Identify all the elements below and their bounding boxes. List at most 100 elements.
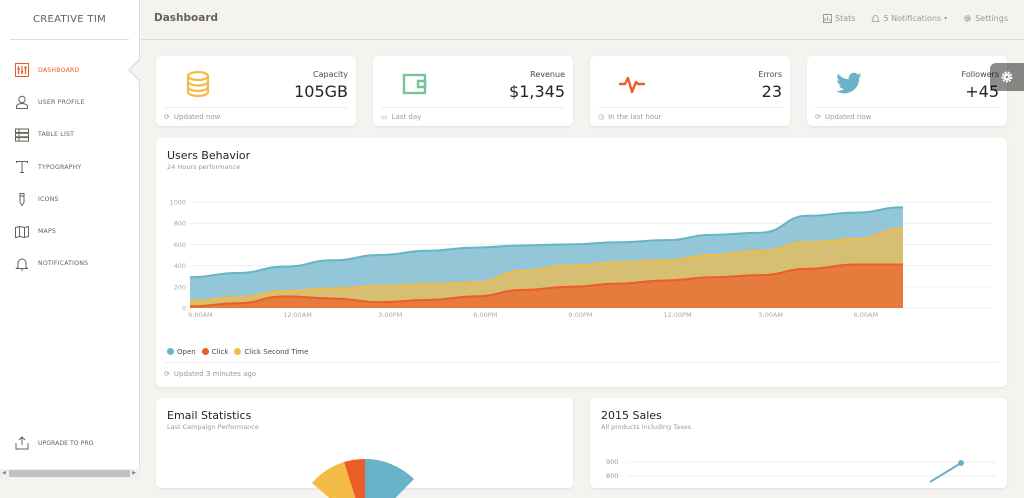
scroll-left-arrow-icon[interactable]: ◀ [2,470,6,476]
calendar-icon: ▭ [381,113,388,121]
users-behavior-card: Users Behavior 24 Hours performance 0 200… [156,138,1007,387]
divider [598,107,782,108]
svg-text:3:00AM: 3:00AM [758,311,783,319]
sales-line-chart: 900 800 [606,458,996,483]
sales-2015-card: 2015 Sales All products including Taxes … [590,398,1007,488]
upgrade-label: UPGRADE TO PRO [38,439,94,447]
stat-footer: ▭ Last day [381,113,422,121]
timer-icon: ◷ [598,113,605,121]
page-title: Dashboard [154,12,219,24]
sidebar-item-label: ICONS [38,195,59,203]
stat-label: Revenue [530,70,565,79]
sidebar-item-notifications[interactable]: NOTIFICATIONS [0,248,139,280]
svg-text:12:00AM: 12:00AM [283,311,312,319]
card-subtitle: All products including Taxes [601,423,692,431]
horizontal-scrollbar[interactable]: ◀ ▶ [0,469,140,478]
legend-item-click-second-time: Click Second Time [234,348,308,356]
twitter-icon [835,70,863,98]
sidebar-nav: DASHBOARD USER PROFILE TABLE LIST TYPOGR… [0,54,140,280]
stat-footer: ⟳ Updated now [164,113,221,121]
stat-value: 105GB [294,82,348,101]
gear-icon [964,15,972,22]
legend-item-open: Open [167,348,196,356]
bell-icon [15,257,29,271]
stat-footer: ◷ In the last hour [598,113,662,121]
svg-text:1000: 1000 [169,199,186,207]
scroll-right-arrow-icon[interactable]: ▶ [132,470,136,476]
stat-footer: ⟳ Updated now [815,113,872,121]
card-subtitle: 24 Hours performance [167,163,241,171]
stat-card-followers: Followers +45 ⟳ Updated now [807,56,1007,126]
sidebar-item-label: NOTIFICATIONS [38,260,89,268]
card-subtitle: Last Campaign Performance [167,423,259,431]
card-footer: ⟳ Updated 3 minutes ago [164,370,257,378]
stat-label: Capacity [313,70,348,79]
sidebar-item-typography[interactable]: TYPOGRAPHY [0,151,139,183]
svg-text:9:00AM: 9:00AM [188,311,213,319]
stats-link[interactable]: Stats [823,14,855,23]
svg-text:9:00PM: 9:00PM [568,311,592,319]
svg-text:0: 0 [182,305,186,313]
navbar-links: Stats 5 Notifications ▾ Settings [823,14,1008,23]
sidebar-item-label: TABLE LIST [38,131,75,139]
settings-link[interactable]: Settings [963,14,1008,23]
stat-value: $1,345 [509,82,565,101]
reload-icon: ⟳ [164,370,170,378]
gear-icon [1001,71,1013,83]
sidebar-item-label: MAPS [38,228,57,236]
reload-icon: ⟳ [164,113,170,121]
database-icon [184,70,212,98]
email-pie-chart [312,458,414,498]
stat-label: Errors [758,70,782,79]
sidebar: CREATIVE TIM DASHBOARD USER PROFILE TABL… [0,0,140,478]
sidebar-item-label: USER PROFILE [38,98,85,106]
notifications-dropdown[interactable]: 5 Notifications ▾ [871,14,947,23]
upgrade-to-pro-button[interactable]: UPGRADE TO PRO [15,436,94,450]
panel-icon [15,63,29,78]
card-title: Email Statistics [167,409,252,422]
user-icon [15,95,29,110]
reload-icon: ⟳ [815,113,821,121]
scrollbar-thumb[interactable] [9,470,130,477]
divider [164,362,999,363]
sidebar-item-dashboard[interactable]: DASHBOARD [0,54,140,86]
svg-text:800: 800 [606,472,618,480]
svg-text:12:00PM: 12:00PM [663,311,691,319]
text-icon [15,160,29,174]
top-navbar: Dashboard Stats 5 Notifications ▾ Settin… [141,0,1024,40]
sidebar-item-label: DASHBOARD [38,66,80,74]
users-behavior-chart: 0 200 400 600 800 1000 9:00AM 12:00AM 3:00PM 6:00… [169,199,991,319]
stat-card-capacity: Capacity 105GB ⟳ Updated now [156,56,356,126]
chart-legend: Open Click Click Second Time [167,348,308,356]
wallet-icon [401,70,429,98]
svg-text:600: 600 [174,241,186,249]
chart-icon [823,14,833,23]
divider [164,107,348,108]
card-title: 2015 Sales [601,409,662,422]
svg-text:6:00PM: 6:00PM [473,311,497,319]
sidebar-item-user-profile[interactable]: USER PROFILE [0,86,139,118]
email-statistics-card: Email Statistics Last Campaign Performan… [156,398,573,498]
divider [815,107,999,108]
brand-logo[interactable]: CREATIVE TIM [10,0,129,40]
svg-text:400: 400 [174,262,186,270]
divider [381,107,565,108]
pulse-icon [618,70,646,98]
bell-icon [871,15,881,22]
svg-text:900: 900 [606,458,618,466]
sidebar-item-icons[interactable]: ICONS [0,183,139,215]
card-title: Users Behavior [167,149,251,162]
map-icon [15,225,29,239]
svg-text:3:00PM: 3:00PM [378,311,402,319]
svg-text:6:00AM: 6:00AM [853,311,878,319]
stat-value: 23 [761,82,782,101]
stat-value: +45 [965,82,999,101]
svg-text:200: 200 [174,283,186,291]
stat-card-revenue: Revenue $1,345 ▭ Last day [373,56,573,126]
sidebar-item-table-list[interactable]: TABLE LIST [0,119,139,151]
fixed-settings-toggle[interactable] [990,63,1024,91]
caret-down-icon: ▾ [944,15,948,22]
sidebar-item-maps[interactable]: MAPS [0,215,139,247]
stat-label: Followers [961,70,999,79]
stat-card-errors: Errors 23 ◷ In the last hour [590,56,790,126]
